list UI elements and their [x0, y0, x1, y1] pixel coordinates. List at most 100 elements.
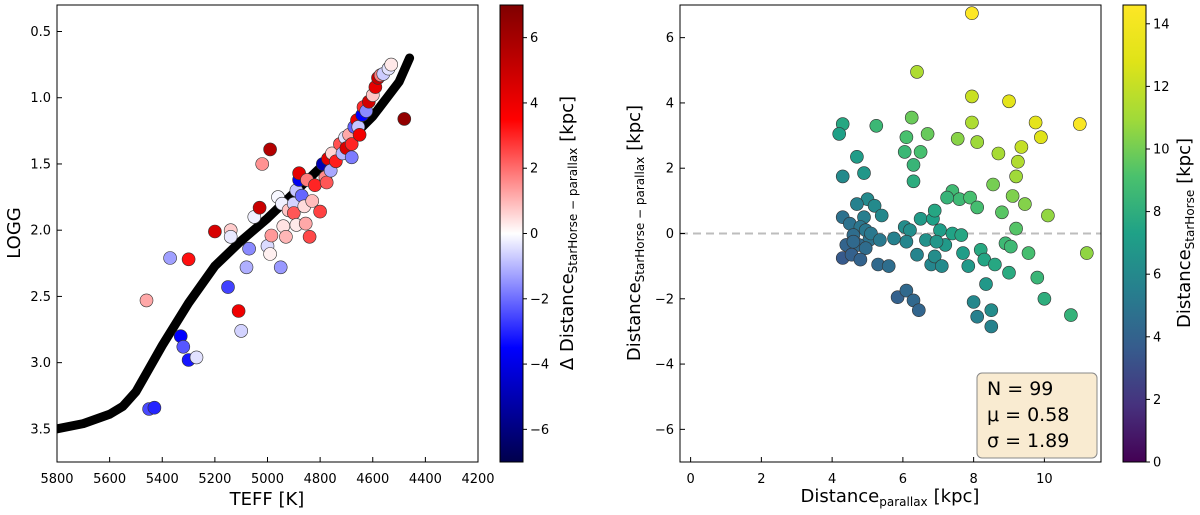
left-data-point [397, 112, 412, 126]
right-data-point [966, 295, 981, 309]
left-y-tick-label: 1.0 [30, 91, 51, 106]
left-y-tick-label: 3.5 [30, 422, 51, 437]
stats-legend: N = 99 μ = 0.58 σ = 1.89 [976, 372, 1098, 459]
right-colorbar-tick-label: 0 [1153, 456, 1161, 471]
right-data-point [1041, 208, 1055, 223]
right-data-point [887, 231, 901, 246]
right-data-point [853, 252, 868, 267]
right-x-tick-label: 6 [899, 472, 907, 487]
right-y-tick-label: 4 [666, 96, 674, 111]
left-y-tick-label: 1.5 [30, 157, 51, 172]
left-data-point [302, 230, 317, 244]
right-data-point [988, 257, 1002, 272]
right-data-point [867, 199, 882, 213]
left-data-point [181, 252, 196, 267]
right-data-point [963, 190, 977, 205]
right-colorbar-label-unit: [kpc] [1174, 138, 1195, 184]
right-x-tick-label: 2 [757, 472, 765, 487]
right-colorbar-label-main: Distance [1174, 249, 1195, 328]
left-colorbar-tick-label: 6 [530, 31, 538, 46]
left-colorbar-tick-label: −6 [530, 423, 549, 438]
right-colorbar-gradient [1122, 4, 1147, 463]
left-x-tick-label: 5400 [146, 472, 179, 487]
right-y-tick-label: −6 [655, 423, 674, 438]
left-data-point [208, 224, 222, 239]
right-data-point [950, 132, 965, 146]
right-data-point [874, 208, 889, 223]
right-y-tick-label: 2 [666, 162, 674, 177]
left-x-tick-label: 4200 [461, 472, 494, 487]
right-data-point [906, 158, 921, 172]
left-y-tick-label: 3.0 [30, 356, 51, 371]
stats-n: N = 99 [987, 378, 1053, 400]
left-colorbar-tick-label: 2 [530, 162, 538, 177]
left-x-tick-label: 5200 [198, 472, 231, 487]
right-data-point [903, 223, 917, 237]
stats-mu: μ = 0.58 [987, 404, 1069, 426]
right-data-point [986, 177, 1000, 192]
left-x-tick-label: 4600 [356, 472, 389, 487]
right-data-point [1005, 189, 1020, 203]
left-data-point [384, 57, 399, 72]
left-data-point [279, 230, 293, 244]
left-plot: 5800 5600 5400 5200 5000 4800 4600 4400 4200 0.5… [4, 4, 495, 510]
right-data-point [1080, 246, 1094, 260]
right-colorbar-label-sub: StarHorse [1183, 190, 1197, 250]
right-data-point [1009, 169, 1023, 184]
right-data-point [1021, 246, 1036, 260]
left-x-tick-label: 5800 [40, 472, 73, 487]
right-x-tick-label: 10 [1036, 472, 1053, 487]
right-data-point [956, 246, 970, 260]
left-data-point [308, 178, 322, 192]
right-data-point [984, 303, 999, 318]
right-data-point [910, 247, 924, 262]
right-data-point [1002, 265, 1016, 280]
left-y-tick-label: 2.5 [30, 290, 51, 305]
right-data-point [1030, 270, 1045, 285]
right-colorbar-tick-label: 8 [1153, 205, 1161, 220]
right-data-point [933, 223, 947, 237]
right-data-point [1073, 117, 1087, 131]
right-x-axis-label: Distanceparallax [kpc] [801, 486, 980, 509]
right-data-point [934, 259, 949, 273]
right-data-point [1064, 308, 1078, 322]
right-data-point [873, 233, 887, 247]
right-x-label-unit: [kpc] [934, 486, 980, 507]
right-y-label-unit: [kpc] [624, 105, 645, 151]
right-x-tick-label: 8 [969, 472, 977, 487]
right-y-label-sub: StarHorse − parallax [633, 157, 647, 283]
right-data-point [850, 197, 864, 211]
right-data-point [1002, 94, 1016, 109]
right-data-point [913, 212, 928, 226]
right-data-point [965, 115, 979, 130]
right-data-point [910, 65, 924, 79]
left-data-point [176, 339, 191, 354]
right-data-point [970, 200, 985, 215]
left-x-tick-label: 4400 [409, 472, 442, 487]
left-colorbar: −6 −4 −2 0 2 4 6 Δ DistanceStarHorse − paralla… [499, 4, 580, 463]
left-data-point [189, 350, 204, 365]
left-x-tick-label: 5600 [93, 472, 126, 487]
right-data-point [995, 205, 1009, 220]
left-colorbar-gradient [499, 4, 524, 463]
right-data-point [899, 130, 914, 144]
right-data-point [929, 234, 944, 249]
right-data-point [927, 249, 942, 264]
left-data-point [352, 128, 367, 142]
right-data-point [1034, 130, 1048, 144]
right-data-point [913, 145, 928, 159]
right-colorbar: 0 2 4 6 8 10 12 14 DistanceStarHorse [kpc] [1122, 4, 1197, 471]
right-colorbar-label: DistanceStarHorse [kpc] [1174, 138, 1197, 328]
right-data-point [954, 228, 969, 242]
right-data-point [1003, 239, 1018, 254]
left-data-point [163, 251, 177, 265]
left-data-point [344, 150, 359, 165]
right-data-point [920, 127, 935, 141]
right-y-tick-label: −2 [655, 292, 674, 307]
left-colorbar-label-sub: StarHorse − parallax [566, 148, 580, 274]
right-data-point [991, 146, 1006, 161]
right-data-point [850, 150, 864, 164]
left-colorbar-label: Δ DistanceStarHorse − parallax [kpc] [557, 96, 580, 370]
right-data-point [1018, 197, 1032, 211]
right-colorbar-tick-label: 6 [1153, 268, 1161, 283]
